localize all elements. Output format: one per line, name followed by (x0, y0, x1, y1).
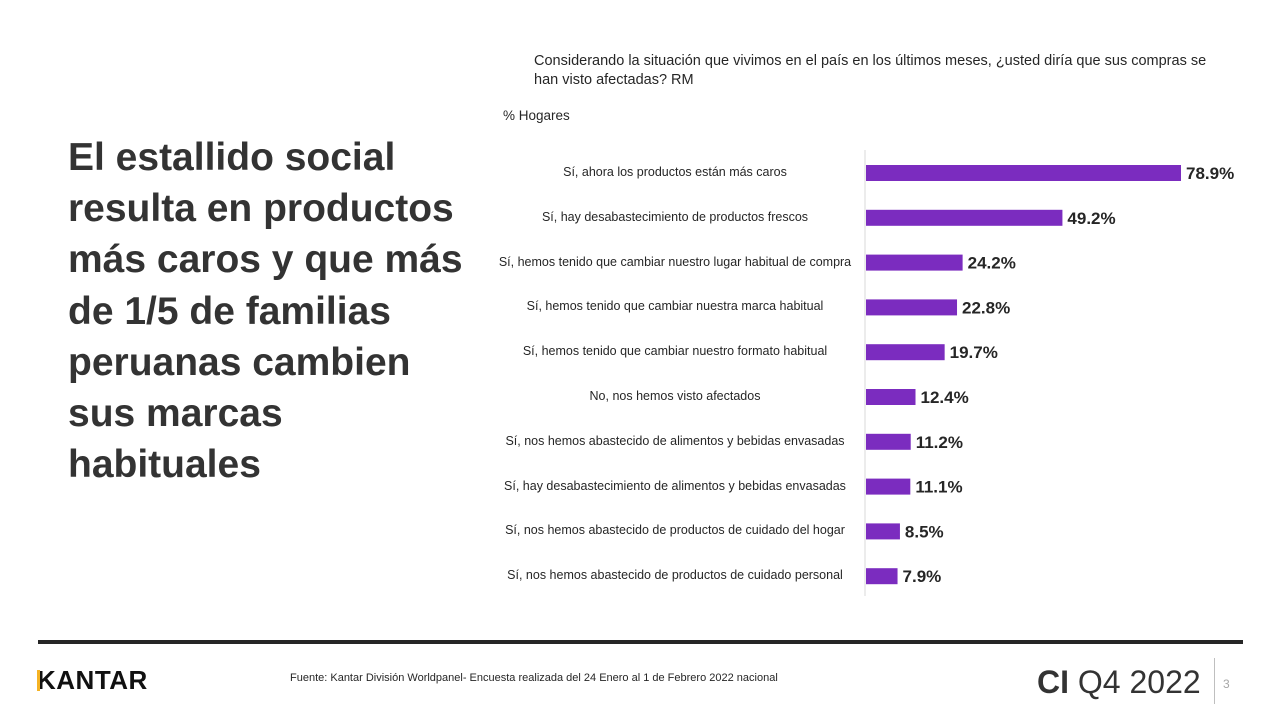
category-label: Sí, ahora los productos están más caros (563, 165, 787, 179)
survey-question: Considerando la situación que vivimos en… (534, 53, 1207, 88)
units-label: % Hogares (503, 108, 570, 123)
page-number: 3 (1223, 677, 1230, 691)
headline: El estallido social resulta en productos… (68, 136, 463, 487)
data-label: 11.2% (916, 433, 963, 452)
data-label: 78.9% (1186, 164, 1234, 183)
category-label: Sí, hemos tenido que cambiar nuestro lug… (498, 254, 852, 269)
bar (866, 209, 1063, 226)
bar (866, 523, 900, 540)
ci-period: CI Q4 2022 (1037, 664, 1201, 701)
data-label: 11.1% (915, 478, 962, 497)
footer-vertical-divider (1214, 658, 1215, 704)
data-label: 19.7% (950, 343, 998, 362)
bar (866, 254, 963, 271)
category-label: Sí, hay desabastecimiento de alimentos y… (504, 478, 846, 493)
source-note: Fuente: Kantar División Worldpanel- Encu… (290, 672, 778, 684)
bar (866, 389, 916, 405)
category-label: Sí, hay desabastecimiento de productos f… (541, 209, 809, 224)
category-label: Sí, nos hemos abastecido de alimentos y … (505, 433, 845, 448)
category-label: Sí, nos hemos abastecido de productos de… (507, 568, 843, 583)
bar (866, 568, 898, 585)
bar (866, 344, 945, 361)
bar (866, 299, 958, 316)
footer-divider (38, 640, 1243, 644)
bar (866, 165, 1181, 181)
period-label: Q4 2022 (1077, 664, 1201, 700)
bar (866, 433, 911, 450)
kantar-logo: KANTAR (37, 665, 148, 695)
ci-label: CI (1037, 664, 1069, 700)
data-label: 49.2% (1067, 209, 1115, 228)
data-label: 24.2% (968, 254, 1016, 273)
data-label: 8.5% (905, 522, 944, 541)
bar-chart: 78.9% 49.2% 24.2% 22.8% 19.7% 12.4% 11.2% 11.1%… (864, 150, 1234, 596)
category-label: No, nos hemos visto afectados (589, 389, 761, 403)
bar (866, 478, 911, 495)
data-label: 22.8% (962, 298, 1010, 317)
data-label: 12.4% (921, 388, 969, 407)
category-label: Sí, hemos tenido que cambiar nuestro for… (522, 344, 828, 359)
category-label: Sí, nos hemos abastecido de productos de… (505, 523, 845, 538)
data-label: 7.9% (903, 567, 942, 586)
category-label: Sí, hemos tenido que cambiar nuestra mar… (526, 299, 824, 314)
